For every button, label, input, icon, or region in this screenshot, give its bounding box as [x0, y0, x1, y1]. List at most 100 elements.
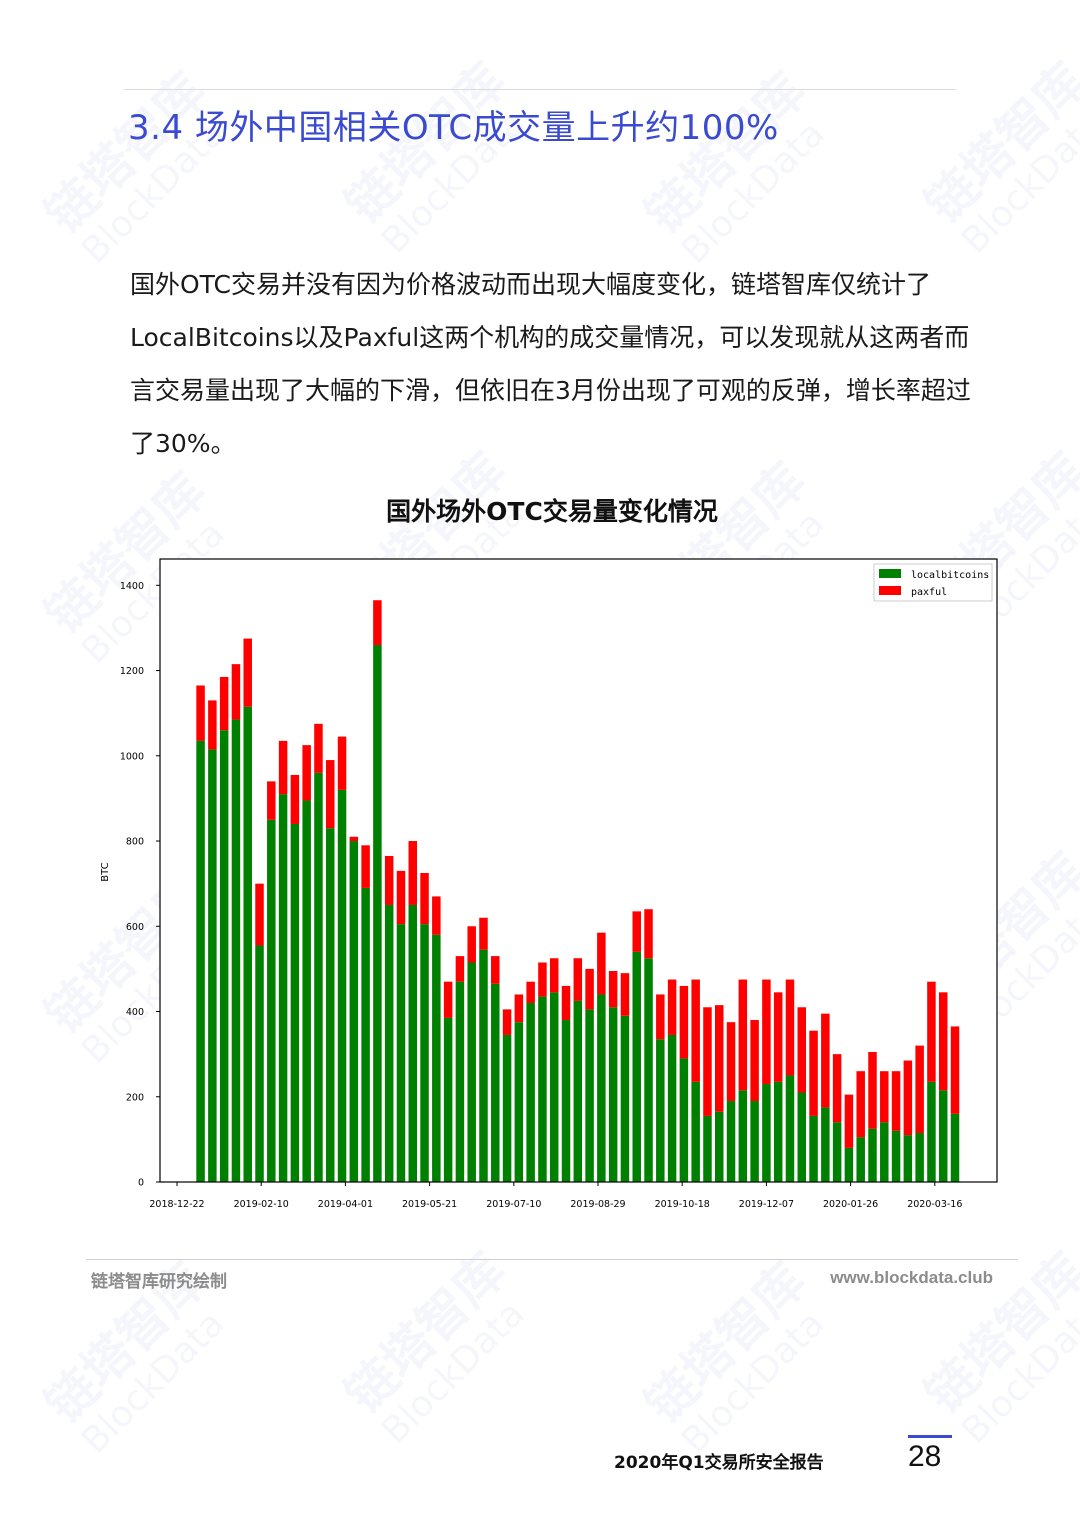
bar-paxful	[585, 968, 594, 1010]
bar-localbitcoins	[326, 828, 335, 1182]
bar-paxful	[667, 979, 677, 1035]
bar-localbitcoins	[255, 945, 264, 1182]
x-tick-label: 2020-01-26	[823, 1199, 878, 1210]
bar-paxful	[373, 600, 382, 645]
bar-localbitcoins	[514, 1022, 524, 1182]
bar-localbitcoins	[762, 1083, 771, 1182]
bar-paxful	[514, 994, 524, 1023]
bar-localbitcoins	[502, 1034, 512, 1182]
bar-paxful	[750, 1020, 759, 1102]
bar-paxful	[868, 1052, 877, 1129]
bar-localbitcoins	[231, 719, 241, 1182]
x-tick-label: 2018-12-22	[149, 1199, 204, 1210]
bar-paxful	[278, 740, 288, 795]
bar-paxful	[219, 676, 229, 731]
page-number-accent	[908, 1435, 952, 1438]
x-tick-label: 2019-04-01	[318, 1199, 373, 1210]
bar-paxful	[502, 1009, 512, 1035]
bar-localbitcoins	[432, 934, 441, 1182]
bar-localbitcoins	[844, 1147, 854, 1182]
bar-localbitcoins	[915, 1132, 924, 1182]
bar-localbitcoins	[715, 1111, 724, 1182]
bar-localbitcoins	[620, 1015, 630, 1182]
bar-localbitcoins	[420, 924, 429, 1182]
bar-paxful	[231, 664, 241, 720]
bar-paxful	[785, 979, 795, 1076]
bar-paxful	[844, 1094, 854, 1148]
bar-paxful	[337, 736, 347, 790]
bar-localbitcoins	[773, 1081, 783, 1182]
bar-paxful	[455, 956, 465, 982]
bar-paxful	[856, 1071, 865, 1138]
bar-paxful	[950, 1026, 960, 1114]
bar-localbitcoins	[656, 1039, 665, 1182]
bar-paxful	[526, 981, 535, 1003]
bar-localbitcoins	[373, 644, 382, 1182]
watermark-brand: 链塔智库	[634, 1251, 817, 1435]
bar-paxful	[384, 855, 394, 905]
x-tick-label: 2019-08-29	[570, 1199, 625, 1210]
legend: localbitcoins paxful	[873, 563, 993, 602]
x-tick-label: 2019-02-10	[234, 1199, 289, 1210]
bar-localbitcoins	[679, 1058, 689, 1182]
legend-swatch-paxful	[879, 586, 901, 595]
bar-paxful	[809, 1030, 818, 1116]
bar-paxful	[927, 981, 936, 1082]
legend-label-paxful: paxful	[911, 587, 947, 598]
bar-localbitcoins	[738, 1090, 748, 1182]
bar-localbitcoins	[750, 1101, 759, 1182]
y-tick-label: 1000	[120, 751, 144, 762]
bar-paxful	[915, 1045, 924, 1133]
bar-localbitcoins	[538, 996, 547, 1182]
bar-paxful	[891, 1071, 901, 1131]
watermark-brand-en: BlockData	[74, 1303, 233, 1462]
bar-localbitcoins	[903, 1135, 913, 1182]
footer-url[interactable]: www.blockdata.club	[830, 1268, 993, 1287]
plot-frame	[159, 558, 998, 1183]
legend-swatch-localbitcoins	[879, 569, 901, 578]
bar-paxful	[644, 909, 653, 959]
bar-localbitcoins	[361, 887, 370, 1182]
bar-paxful	[479, 917, 488, 950]
bar-localbitcoins	[868, 1128, 877, 1182]
bar-paxful	[679, 985, 689, 1059]
bar-localbitcoins	[408, 904, 418, 1182]
bar-localbitcoins	[938, 1090, 948, 1182]
header-divider	[124, 89, 956, 90]
bar-paxful	[396, 870, 406, 925]
bar-paxful	[267, 781, 276, 820]
bar-localbitcoins	[797, 1092, 807, 1182]
bar-localbitcoins	[219, 730, 229, 1182]
bar-localbitcoins	[384, 904, 394, 1182]
bar-localbitcoins	[479, 949, 488, 1182]
x-tick-label: 2019-07-10	[486, 1199, 541, 1210]
bar-paxful	[196, 685, 205, 741]
bar-paxful	[656, 994, 665, 1040]
bar-localbitcoins	[267, 819, 276, 1182]
bar-paxful	[243, 638, 252, 707]
footer-divider	[86, 1259, 1018, 1260]
body-paragraph: 国外OTC交易并没有因为价格波动而出现大幅度变化，链塔智库仅统计了LocalBi…	[130, 270, 971, 458]
bars	[196, 600, 960, 1182]
bar-localbitcoins	[832, 1122, 842, 1182]
bar-localbitcoins	[703, 1115, 712, 1182]
bar-localbitcoins	[467, 962, 476, 1182]
bar-paxful	[208, 700, 217, 750]
bar-localbitcoins	[585, 1009, 594, 1182]
bar-localbitcoins	[337, 789, 347, 1182]
bar-paxful	[290, 774, 300, 824]
bar-localbitcoins	[290, 823, 300, 1182]
bar-localbitcoins	[644, 958, 653, 1182]
bar-localbitcoins	[549, 992, 559, 1182]
page-number: 28	[908, 1440, 942, 1473]
bar-paxful	[821, 1013, 830, 1108]
x-tick-label: 2019-10-18	[655, 1199, 710, 1210]
bar-localbitcoins	[491, 983, 500, 1182]
bar-localbitcoins	[856, 1137, 865, 1182]
bar-paxful	[573, 958, 583, 1001]
watermark-brand-en: BlockData	[374, 1293, 533, 1452]
watermark-brand-en: BlockData	[954, 1293, 1080, 1452]
bar-paxful	[255, 883, 264, 946]
bar-localbitcoins	[573, 1000, 583, 1182]
